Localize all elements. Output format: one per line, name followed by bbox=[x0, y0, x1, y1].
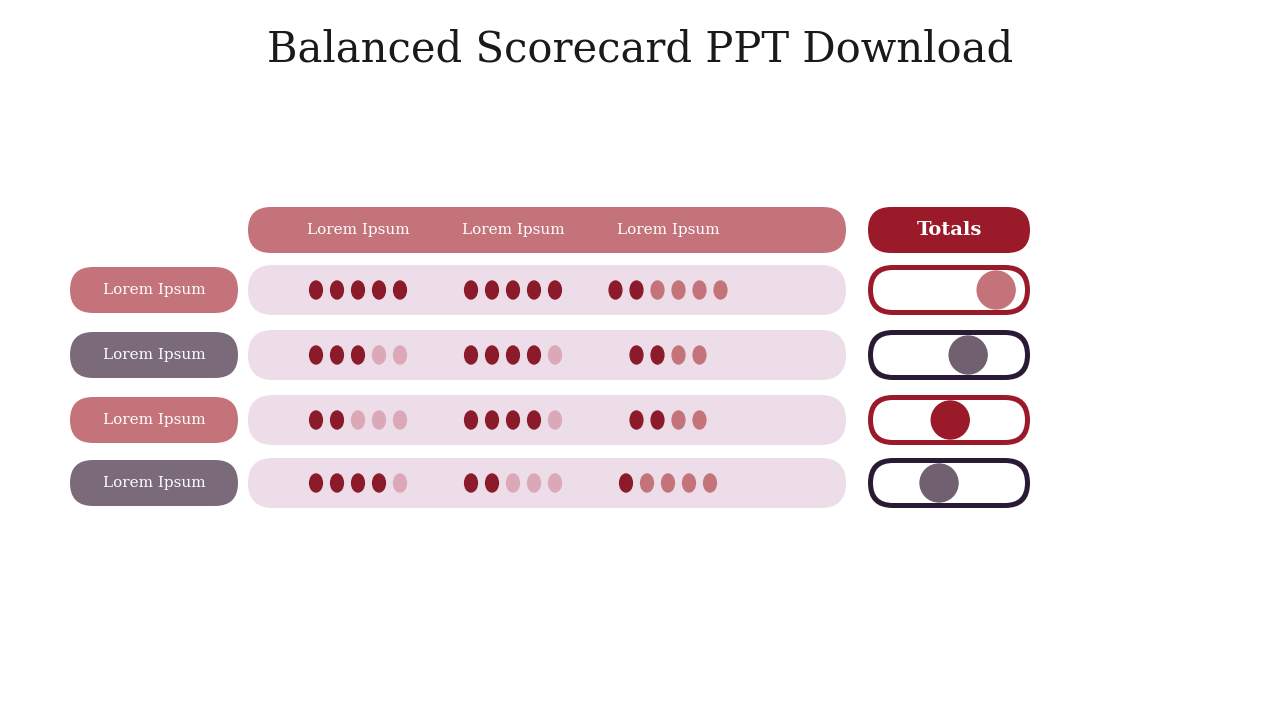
Ellipse shape bbox=[310, 411, 323, 429]
FancyBboxPatch shape bbox=[248, 395, 846, 445]
FancyBboxPatch shape bbox=[868, 458, 1030, 508]
FancyBboxPatch shape bbox=[70, 332, 238, 378]
Ellipse shape bbox=[352, 411, 365, 429]
Ellipse shape bbox=[352, 346, 365, 364]
FancyBboxPatch shape bbox=[873, 463, 1025, 503]
Text: Lorem Ipsum: Lorem Ipsum bbox=[102, 413, 205, 427]
FancyBboxPatch shape bbox=[873, 400, 1025, 440]
FancyBboxPatch shape bbox=[868, 265, 1030, 315]
Ellipse shape bbox=[310, 281, 323, 299]
Text: Lorem Ipsum: Lorem Ipsum bbox=[617, 223, 719, 237]
Ellipse shape bbox=[630, 346, 643, 364]
FancyBboxPatch shape bbox=[70, 460, 238, 506]
Ellipse shape bbox=[527, 346, 540, 364]
Ellipse shape bbox=[527, 474, 540, 492]
FancyBboxPatch shape bbox=[873, 335, 1025, 375]
Ellipse shape bbox=[372, 281, 385, 299]
Ellipse shape bbox=[465, 346, 477, 364]
Ellipse shape bbox=[549, 281, 562, 299]
Ellipse shape bbox=[692, 411, 705, 429]
Ellipse shape bbox=[507, 346, 520, 364]
Ellipse shape bbox=[485, 346, 498, 364]
FancyBboxPatch shape bbox=[868, 207, 1030, 253]
Ellipse shape bbox=[527, 411, 540, 429]
Ellipse shape bbox=[394, 474, 407, 492]
Ellipse shape bbox=[310, 474, 323, 492]
Ellipse shape bbox=[507, 281, 520, 299]
Ellipse shape bbox=[330, 411, 343, 429]
Text: Lorem Ipsum: Lorem Ipsum bbox=[102, 348, 205, 362]
FancyBboxPatch shape bbox=[70, 397, 238, 443]
Ellipse shape bbox=[549, 411, 562, 429]
FancyBboxPatch shape bbox=[248, 458, 846, 508]
Ellipse shape bbox=[672, 346, 685, 364]
Ellipse shape bbox=[352, 474, 365, 492]
Ellipse shape bbox=[507, 411, 520, 429]
Ellipse shape bbox=[609, 281, 622, 299]
Ellipse shape bbox=[372, 411, 385, 429]
Ellipse shape bbox=[310, 346, 323, 364]
Ellipse shape bbox=[672, 411, 685, 429]
Ellipse shape bbox=[330, 346, 343, 364]
Ellipse shape bbox=[682, 474, 695, 492]
Text: Totals: Totals bbox=[916, 221, 982, 239]
Ellipse shape bbox=[465, 281, 477, 299]
Circle shape bbox=[932, 401, 969, 439]
Text: Balanced Scorecard PPT Download: Balanced Scorecard PPT Download bbox=[266, 29, 1014, 71]
Ellipse shape bbox=[652, 346, 664, 364]
Ellipse shape bbox=[662, 474, 675, 492]
Ellipse shape bbox=[704, 474, 717, 492]
Ellipse shape bbox=[549, 346, 562, 364]
FancyBboxPatch shape bbox=[868, 330, 1030, 380]
FancyBboxPatch shape bbox=[873, 270, 1025, 310]
Ellipse shape bbox=[620, 474, 632, 492]
Ellipse shape bbox=[640, 474, 653, 492]
Ellipse shape bbox=[394, 346, 407, 364]
Text: Lorem Ipsum: Lorem Ipsum bbox=[307, 223, 410, 237]
Ellipse shape bbox=[692, 281, 705, 299]
Ellipse shape bbox=[394, 411, 407, 429]
Ellipse shape bbox=[352, 281, 365, 299]
Ellipse shape bbox=[630, 281, 643, 299]
Ellipse shape bbox=[549, 474, 562, 492]
Ellipse shape bbox=[692, 346, 705, 364]
Ellipse shape bbox=[652, 281, 664, 299]
Text: Lorem Ipsum: Lorem Ipsum bbox=[102, 476, 205, 490]
Ellipse shape bbox=[465, 411, 477, 429]
Ellipse shape bbox=[652, 411, 664, 429]
Circle shape bbox=[977, 271, 1015, 309]
Ellipse shape bbox=[485, 411, 498, 429]
Circle shape bbox=[950, 336, 987, 374]
FancyBboxPatch shape bbox=[248, 330, 846, 380]
Ellipse shape bbox=[485, 281, 498, 299]
Text: Lorem Ipsum: Lorem Ipsum bbox=[102, 283, 205, 297]
Ellipse shape bbox=[672, 281, 685, 299]
Ellipse shape bbox=[465, 474, 477, 492]
FancyBboxPatch shape bbox=[248, 265, 846, 315]
FancyBboxPatch shape bbox=[868, 395, 1030, 445]
Ellipse shape bbox=[714, 281, 727, 299]
Circle shape bbox=[920, 464, 957, 502]
Ellipse shape bbox=[527, 281, 540, 299]
Ellipse shape bbox=[330, 474, 343, 492]
Ellipse shape bbox=[630, 411, 643, 429]
Ellipse shape bbox=[394, 281, 407, 299]
Ellipse shape bbox=[330, 281, 343, 299]
Ellipse shape bbox=[372, 474, 385, 492]
FancyBboxPatch shape bbox=[248, 207, 846, 253]
Ellipse shape bbox=[507, 474, 520, 492]
Ellipse shape bbox=[372, 346, 385, 364]
FancyBboxPatch shape bbox=[70, 267, 238, 313]
Ellipse shape bbox=[485, 474, 498, 492]
Text: Lorem Ipsum: Lorem Ipsum bbox=[462, 223, 564, 237]
